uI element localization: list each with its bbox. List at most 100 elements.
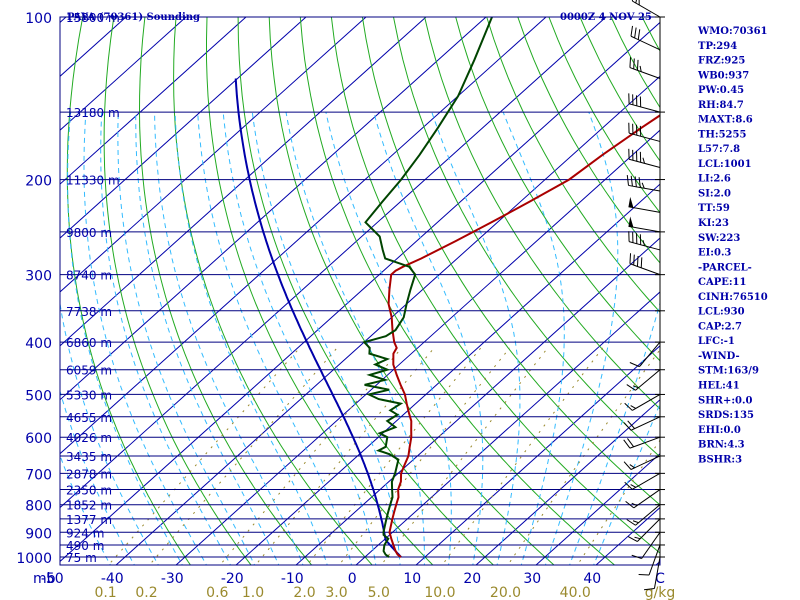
pressure-tick-label: 1000 (16, 551, 52, 567)
index-entry: TH:5255 (698, 129, 746, 140)
wind-barb (623, 436, 661, 449)
isotherm-line (60, 17, 547, 455)
wind-barb (644, 556, 661, 591)
mixing-ratio-axis-labels: 0.1 0.2 0.6 1.0 2.0 3.0 5.0 10.0 20.0 40.0 g/kg (94, 585, 675, 600)
wind-barb (628, 231, 661, 251)
isotherm-line (60, 17, 427, 347)
wind-barb (628, 93, 661, 113)
isotherm-line (0, 17, 6, 568)
temperature-tick-label: 30 (523, 571, 541, 587)
wind-barb (626, 504, 661, 526)
index-entry: CINH:76510 (698, 292, 768, 303)
chart-title: PAYA (70361) Sounding (67, 12, 200, 23)
index-entry: -WIND- (698, 351, 740, 362)
index-entry: SRDS:135 (698, 410, 754, 421)
height-labels: 15800 m 13180 m 11330 m 9800 m 8740 m 7738 m 6… (66, 11, 120, 565)
mixing-ratio-tick-label: 2.0 (293, 585, 315, 600)
height-label: 15800 m (66, 11, 120, 25)
height-label: 2350 m (66, 484, 112, 498)
index-entry: WMO:70361 (697, 26, 768, 37)
isotherm-line (60, 17, 307, 239)
dry-adiabat-line (173, 17, 373, 565)
moist-adiabat-line (569, 301, 660, 565)
moist-adiabat-line (135, 112, 280, 565)
index-entry: CAPE:11 (698, 277, 746, 288)
wind-barb (624, 394, 661, 411)
height-label: 1377 m (66, 513, 112, 527)
moist-adiabat-line (197, 112, 352, 565)
pressure-unit-label: mb (33, 571, 56, 587)
mixing-ratio-unit-label: g/kg (645, 585, 676, 600)
index-entry: LI:2.6 (698, 174, 731, 185)
wind-barb (631, 532, 661, 559)
pressure-tick-label: 200 (25, 174, 52, 190)
isotherm-line (475, 399, 660, 565)
index-entry: TP:294 (698, 41, 737, 52)
mixing-ratio-tick-label: 10.0 (424, 585, 455, 600)
height-label: 5330 m (66, 388, 112, 402)
moist-adiabat-lines (60, 111, 660, 565)
mixing-ratio-line (107, 347, 300, 565)
mixing-ratio-tick-label: 20.0 (490, 585, 521, 600)
height-label: 9800 m (66, 226, 112, 240)
isotherm-line (60, 17, 67, 24)
moist-adiabat-line (325, 111, 452, 565)
chart-valid-time: 0000Z 4 NOV 25 (560, 12, 652, 23)
index-entry: EHI:0.0 (698, 425, 741, 436)
temperature-tick-label: 40 (583, 571, 601, 587)
height-label: 490 m (66, 539, 104, 553)
isotherm-line (175, 129, 660, 565)
parcel-trace (234, 78, 402, 558)
temperature-axis-labels: mb-50 -40 -30 -20 -10 0 10 20 30 40 C (33, 571, 665, 587)
index-entry: WB0:937 (697, 70, 749, 81)
isotherm-line (595, 506, 660, 565)
index-entry: KI:23 (698, 218, 729, 229)
isotherm-line (115, 75, 660, 565)
wind-barb (623, 416, 661, 431)
pressure-tick-label: 100 (25, 11, 52, 27)
height-label: 6059 m (66, 364, 112, 378)
mixing-ratio-line (441, 347, 604, 565)
isotherm-line (355, 291, 660, 565)
index-entry: FRZ:925 (698, 56, 745, 67)
height-label: 13180 m (66, 106, 120, 120)
wind-barb (629, 341, 661, 368)
index-entry: RH:84.7 (698, 100, 744, 111)
dry-adiabat-line (268, 17, 555, 565)
isotherm-line (60, 21, 660, 563)
index-entry: EI:0.3 (698, 248, 731, 259)
mixing-ratio-tick-label: 0.2 (135, 585, 157, 600)
dry-adiabat-line (455, 17, 660, 362)
parcel-curve (234, 78, 402, 558)
moist-adiabat-line (502, 111, 565, 565)
temperature-tick-label: 0 (348, 571, 357, 587)
dry-adiabat-line (361, 17, 660, 506)
isotherm-line (235, 183, 660, 565)
wind-barb-column (623, 0, 665, 591)
plot-border (59, 16, 661, 566)
stability-indices-panel: WMO:70361 TP:294 FRZ:925 WB0:937 PW:0.45 RH:8… (697, 26, 768, 465)
height-label: 75 m (66, 551, 97, 565)
dry-adiabat-lines (66, 17, 660, 565)
mixing-ratio-tick-label: 3.0 (325, 585, 347, 600)
dry-adiabat-line (299, 17, 616, 565)
temperature-tick-label: -20 (221, 571, 244, 587)
mixing-ratio-tick-label: 0.6 (206, 585, 228, 600)
index-entry: SHR+:0.0 (698, 395, 752, 406)
isotherm-line (60, 17, 487, 401)
wind-barb (631, 0, 661, 18)
height-label: 4026 m (66, 431, 112, 445)
temperature-tick-label: -30 (161, 571, 184, 587)
wind-barb (629, 253, 661, 276)
wind-barb (626, 175, 661, 192)
pressure-tick-label: 400 (25, 336, 52, 352)
isotherm-line (60, 17, 367, 293)
height-label: 4655 m (66, 411, 112, 425)
pressure-tick-label: 700 (25, 467, 52, 483)
wind-barb (625, 489, 661, 509)
moist-adiabat-line (154, 112, 304, 565)
isotherm-line (60, 17, 247, 185)
isotherm-line (535, 452, 660, 565)
temperature-tick-label: -50 (41, 571, 64, 587)
